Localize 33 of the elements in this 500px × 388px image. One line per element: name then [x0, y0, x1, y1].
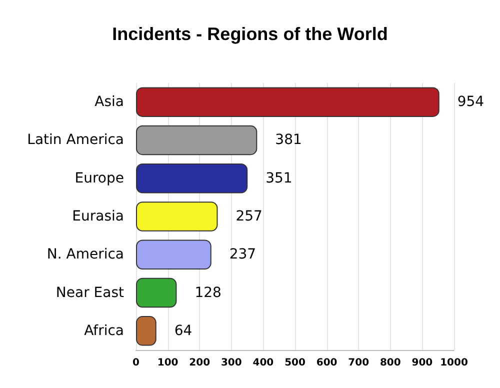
- x-tick-label: 1000: [440, 358, 468, 368]
- y-tick-label: Europe: [74, 170, 124, 186]
- data-label: 257: [236, 208, 262, 224]
- x-tick-label: 300: [220, 358, 242, 368]
- bar: [136, 163, 248, 194]
- y-tick-label: Asia: [94, 94, 124, 110]
- x-tick-label: 100: [157, 358, 178, 368]
- y-tick-label: Eurasia: [72, 208, 124, 224]
- y-tick-label: Africa: [84, 322, 124, 339]
- x-tick-label: 0: [132, 358, 140, 368]
- bar: [136, 202, 218, 232]
- x-tick-label: 500: [284, 358, 306, 368]
- bar: [136, 87, 440, 117]
- bar: [136, 240, 212, 270]
- bar: [136, 316, 156, 346]
- y-tick-label: Near East: [56, 284, 124, 301]
- bar: [136, 278, 177, 308]
- y-tick-label: N. America: [46, 246, 124, 263]
- data-label: 351: [266, 170, 292, 186]
- data-label: 64: [174, 322, 192, 339]
- data-label: 381: [275, 132, 302, 148]
- chart-title: Incidents - Regions of the World: [112, 24, 388, 44]
- bar: [136, 125, 258, 156]
- x-tick-label: 200: [189, 358, 210, 368]
- y-tick-label: Latin America: [27, 132, 124, 148]
- data-label: 954: [457, 94, 484, 110]
- data-label: 237: [229, 246, 256, 263]
- x-tick-label: 800: [380, 358, 401, 368]
- data-label: 128: [194, 284, 222, 301]
- x-tick-label: 400: [252, 358, 274, 368]
- x-tick-label: 600: [316, 358, 338, 368]
- x-tick-label: 900: [412, 358, 433, 368]
- x-tick-label: 700: [348, 358, 370, 368]
